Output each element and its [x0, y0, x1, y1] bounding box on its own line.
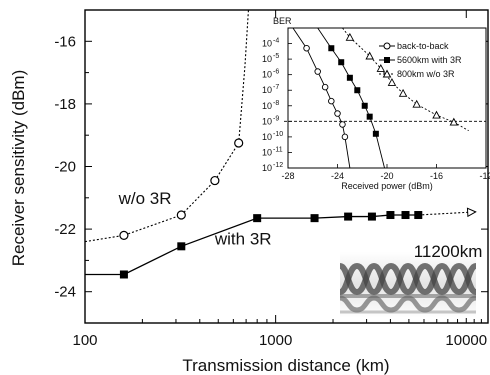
ber-y-tick-exponent: -4 — [273, 38, 279, 45]
y-tick-label: -18 — [54, 96, 76, 113]
x-tick-label: 1000 — [259, 332, 292, 349]
ber-y-tick-exponent: -8 — [273, 100, 279, 107]
ber-x-tick-label: -28 — [281, 171, 294, 181]
ber-x-tick-label: -24 — [331, 171, 344, 181]
ber-y-tick-label: 10 — [262, 70, 272, 80]
ber-marker-circle — [328, 97, 335, 105]
ber-marker-triangle — [345, 32, 355, 41]
ber-marker-square — [328, 45, 335, 52]
annotation-11200km: 11200km — [414, 242, 483, 261]
ber-y-tick-exponent: -6 — [273, 69, 279, 76]
main-axes-ticks: -24 -22 -20 -18 -16 100 1000 10000 — [54, 9, 488, 349]
ber-series-line — [342, 27, 469, 132]
ber-marker-circle — [341, 133, 349, 141]
ber-y-tick-label: 10 — [262, 85, 272, 95]
ber-marker-square — [372, 130, 379, 137]
marker-with-3r — [344, 212, 353, 221]
ber-marker-triangle — [365, 51, 374, 60]
marker-with-3r — [253, 214, 262, 223]
eye-diagram-image — [338, 252, 478, 318]
series-line-with-3r — [85, 214, 419, 276]
marker-wo-3r — [210, 175, 220, 186]
ber-marker-circle — [339, 121, 346, 128]
x-tick-label: 10000 — [445, 332, 487, 349]
ber-legend: back-to-back 5600km with 3R 800km w/o 3R — [379, 41, 462, 79]
y-tick-label: -22 — [54, 221, 76, 238]
ber-marker-triangle — [398, 88, 408, 97]
marker-wo-3r — [234, 138, 244, 148]
marker-wo-3r — [176, 210, 186, 220]
ber-marker-circle — [321, 83, 329, 91]
legend-label-800km: 800km w/o 3R — [397, 69, 455, 79]
ber-inset-frame — [287, 27, 487, 169]
ber-y-tick-exponent: -12 — [273, 162, 283, 169]
main-x-axis-title: Transmission distance (km) — [182, 356, 389, 375]
legend-item-800km: 800km w/o 3R — [379, 69, 455, 79]
legend-marker-circle — [383, 42, 391, 50]
ber-y-tick-label: 10 — [262, 163, 272, 173]
annotation-wo-3r: w/o 3R — [118, 189, 172, 208]
marker-with-3r — [386, 211, 395, 220]
ber-marker-square — [338, 59, 345, 66]
ber-y-tick-label: 10 — [262, 101, 272, 111]
arrow-head-11200km — [466, 207, 477, 218]
main-y-axis-title: Receiver sensitivity (dBm) — [9, 70, 28, 267]
ber-y-tick-label: 10 — [262, 116, 272, 126]
ber-marker-triangle — [449, 117, 459, 126]
y-tick-label: -16 — [54, 33, 76, 50]
ber-marker-triangle — [376, 63, 386, 72]
ber-y-tick-exponent: -5 — [273, 53, 279, 60]
ber-marker-triangle — [387, 77, 397, 86]
ber-y-tick-label: 10 — [262, 147, 272, 157]
ber-x-axis-title: Received power (dBm) — [341, 181, 433, 191]
x-tick-label: 100 — [72, 332, 97, 349]
legend-label-back-to-back: back-to-back — [397, 41, 449, 51]
marker-with-3r — [310, 214, 319, 223]
ber-y-tick-label: 10 — [262, 132, 272, 142]
ber-marker-circle — [334, 110, 341, 117]
ber-marker-circle — [314, 68, 321, 75]
marker-with-3r — [367, 212, 376, 221]
main-plot: -24 -22 -20 -18 -16 100 1000 10000 w/o 3R with … — [9, 9, 489, 375]
annotation-with-3r: with 3R — [214, 229, 272, 248]
ber-marker-square — [346, 74, 353, 81]
ber-y-tick-exponent: -11 — [273, 146, 283, 153]
marker-with-3r — [177, 242, 186, 251]
legend-item-back-to-back: back-to-back — [379, 41, 449, 51]
ber-y-tick-label: 10 — [262, 54, 272, 64]
ber-marker-square — [366, 113, 373, 120]
marker-wo-3r — [119, 230, 129, 240]
y-tick-label: -20 — [54, 159, 76, 176]
ber-y-tick-exponent: -7 — [273, 84, 279, 91]
ber-x-tick-label: -20 — [380, 171, 393, 181]
ber-marker-triangle — [412, 99, 421, 108]
ber-series-layer — [292, 27, 469, 169]
legend-label-5600km: 5600km with 3R — [397, 55, 462, 65]
legend-marker-square — [384, 57, 390, 63]
ber-marker-circle — [303, 44, 310, 52]
ber-y-tick-exponent: -10 — [273, 131, 283, 138]
marker-with-3r — [401, 211, 410, 220]
series-line-extension — [418, 211, 476, 216]
legend-marker-triangle — [382, 69, 392, 78]
ber-marker-square — [354, 87, 361, 94]
y-tick-label: -24 — [54, 284, 76, 301]
legend-item-5600km: 5600km with 3R — [379, 55, 462, 65]
marker-with-3r — [119, 270, 128, 279]
ber-x-tick-label: -12 — [479, 171, 490, 181]
ber-marker-square — [361, 102, 368, 109]
ber-marker-triangle — [432, 110, 441, 119]
ber-y-tick-label: 10 — [262, 39, 272, 49]
ber-y-tick-exponent: -9 — [273, 115, 279, 122]
ber-y-axis-title: BER — [273, 16, 292, 26]
ber-x-tick-label: -16 — [430, 171, 443, 181]
main-series-layer — [84, 9, 477, 279]
